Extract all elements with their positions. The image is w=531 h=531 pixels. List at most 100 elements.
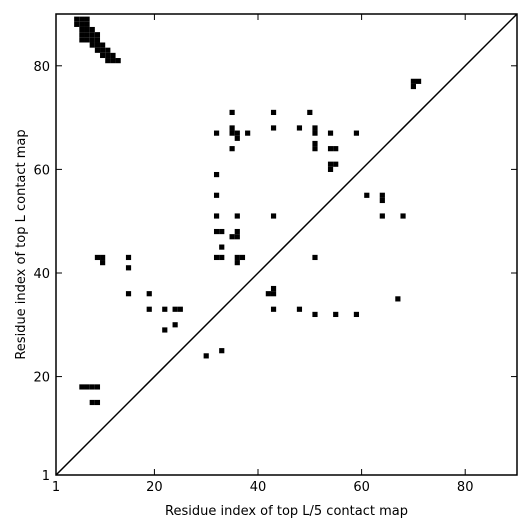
contact-point	[213, 254, 220, 261]
contact-point	[270, 125, 277, 131]
contact-point	[229, 130, 235, 136]
contact-point	[89, 37, 95, 43]
contact-point	[84, 37, 90, 43]
contact-point	[100, 254, 106, 261]
contact-point	[79, 26, 85, 33]
contact-point	[312, 311, 318, 318]
y-tick-label: 1	[42, 469, 50, 484]
contact-point	[327, 161, 334, 167]
contact-point	[162, 327, 168, 333]
contact-point	[245, 130, 251, 136]
contact-point	[84, 32, 90, 38]
contact-point	[333, 146, 339, 152]
contact-point	[312, 146, 318, 152]
contact-point	[415, 78, 422, 84]
y-axis-ticks: 1 20 40 60 80	[33, 60, 517, 484]
contact-point	[234, 260, 240, 266]
contact-point	[146, 306, 152, 312]
contact-point	[79, 32, 85, 38]
x-tick-label: 1	[52, 480, 60, 495]
contact-point	[100, 52, 106, 59]
contact-point	[219, 228, 225, 235]
contact-point	[172, 306, 178, 312]
contact-point	[94, 399, 101, 406]
contact-point	[307, 109, 313, 116]
contact-point	[234, 135, 240, 141]
contact-point	[312, 125, 318, 131]
contact-point	[125, 254, 132, 261]
contact-point	[89, 399, 95, 406]
plot-frame	[55, 13, 518, 476]
contact-point	[213, 213, 220, 219]
x-axis-label: Residue index of top L/5 contact map	[165, 504, 408, 519]
x-axis-ticks: 1 20 40 60 80	[52, 14, 474, 495]
contact-point	[74, 16, 80, 22]
contact-point	[89, 384, 95, 390]
contact-point	[270, 109, 277, 116]
y-tick-label: 80	[33, 60, 50, 75]
contact-point	[296, 125, 303, 131]
contact-point	[105, 52, 111, 59]
contact-point	[353, 130, 360, 136]
contact-point	[379, 192, 385, 198]
contact-point	[94, 384, 101, 390]
contact-point	[234, 234, 240, 240]
contact-point	[94, 32, 101, 38]
contact-point	[79, 21, 85, 27]
contact-point	[125, 265, 132, 271]
contact-point	[229, 146, 235, 152]
contact-point	[234, 130, 240, 136]
contact-point	[270, 306, 277, 312]
contact-point	[239, 254, 246, 261]
contact-point	[89, 42, 95, 48]
contact-point	[84, 21, 90, 27]
contact-point	[94, 254, 101, 261]
contact-point	[229, 109, 235, 116]
contact-point	[333, 161, 339, 167]
contact-point	[213, 130, 220, 136]
contact-point	[265, 291, 271, 297]
contact-point	[100, 42, 106, 48]
contact-point	[327, 146, 334, 152]
contact-point	[89, 32, 95, 38]
y-tick-label: 20	[33, 371, 50, 386]
contact-point	[327, 130, 334, 136]
contact-point	[410, 83, 416, 90]
contact-point	[94, 47, 101, 53]
contact-point	[312, 130, 318, 136]
contact-point	[364, 192, 370, 198]
contact-point	[84, 16, 90, 22]
y-tick-label: 60	[33, 163, 50, 178]
contact-point	[79, 384, 85, 390]
contact-point	[213, 171, 220, 178]
contact-point	[379, 197, 385, 204]
contact-point	[213, 192, 220, 198]
contact-point	[79, 37, 85, 43]
contact-point	[327, 166, 334, 172]
contact-point	[333, 311, 339, 318]
contact-point	[213, 228, 220, 235]
contact-point	[410, 78, 416, 84]
contact-points	[74, 16, 422, 406]
contact-point	[125, 291, 132, 297]
contact-point	[270, 213, 277, 219]
contact-point	[219, 254, 225, 261]
x-tick-label: 60	[353, 480, 370, 495]
contact-point	[270, 291, 277, 297]
x-tick-label: 20	[146, 480, 163, 495]
contact-point	[229, 234, 235, 240]
x-tick-label: 80	[457, 480, 474, 495]
contact-point	[110, 58, 116, 64]
diagonal-line	[55, 13, 518, 476]
x-tick-label: 40	[250, 480, 267, 495]
contact-point	[400, 213, 406, 219]
contact-point	[353, 311, 360, 318]
contact-point	[270, 285, 277, 292]
contact-point	[219, 348, 225, 354]
contact-point	[219, 244, 225, 250]
contact-point	[79, 16, 85, 22]
contact-point	[379, 213, 385, 219]
y-axis-label: Residue index of top L contact map	[14, 129, 29, 359]
contact-point	[229, 125, 235, 131]
contact-point	[94, 42, 101, 48]
